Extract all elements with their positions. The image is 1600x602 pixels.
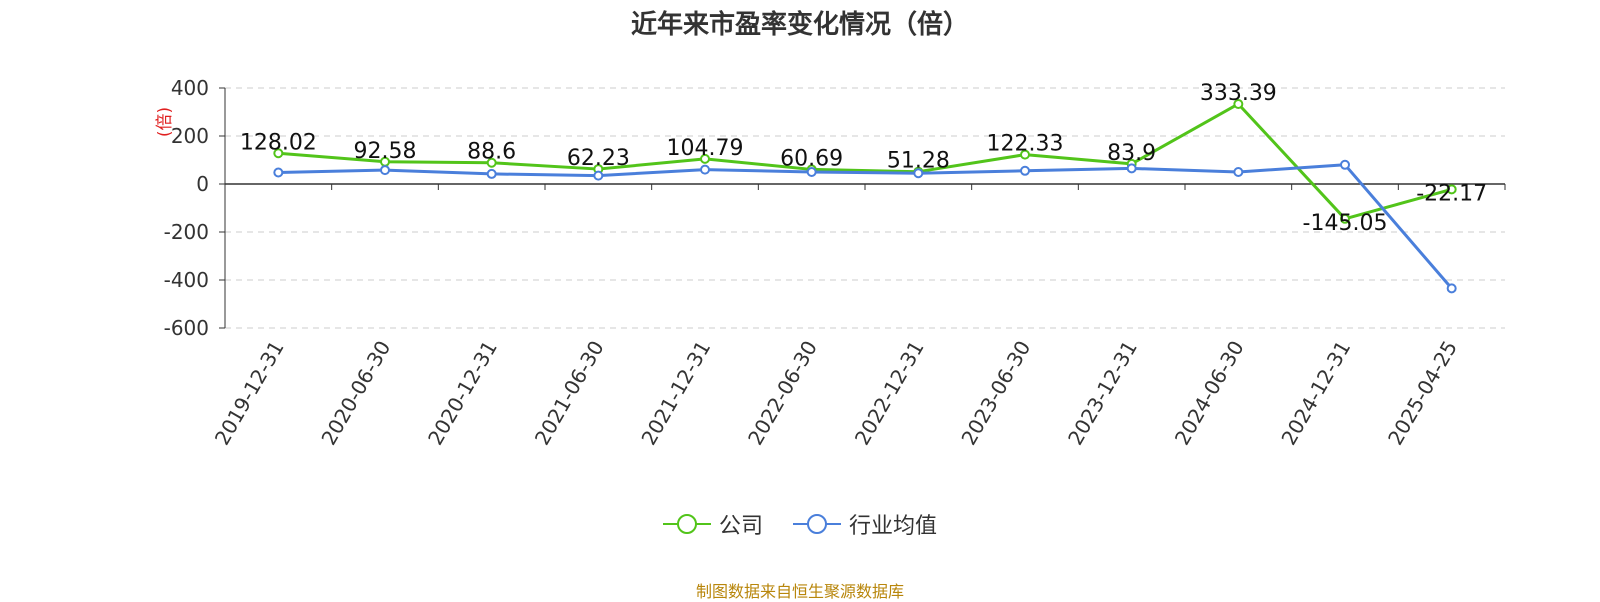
data-point-series-1[interactable] bbox=[700, 164, 710, 175]
x-tick-label: 2022-06-30 bbox=[743, 337, 822, 450]
data-label: -145.05 bbox=[1303, 211, 1388, 236]
data-point-series-0[interactable] bbox=[1020, 149, 1030, 160]
data-point-series-1[interactable] bbox=[1340, 159, 1350, 170]
data-point-series-0[interactable] bbox=[273, 148, 284, 159]
x-tick-label: 2021-06-30 bbox=[530, 337, 609, 450]
data-point-series-0[interactable] bbox=[1446, 184, 1457, 195]
data-label: 333.39 bbox=[1200, 81, 1277, 106]
data-point-series-1[interactable] bbox=[273, 167, 284, 178]
legend-label-company: 公司 bbox=[718, 514, 763, 539]
chart-title: 近年来市盈率变化情况（倍） bbox=[630, 10, 969, 40]
data-point-series-0[interactable] bbox=[700, 153, 710, 164]
data-label: 51.28 bbox=[887, 149, 950, 174]
data-point-series-1[interactable] bbox=[486, 168, 497, 179]
data-point-series-0[interactable] bbox=[1340, 213, 1350, 224]
x-tick-label: 2021-12-31 bbox=[636, 337, 715, 450]
grid-lines bbox=[225, 87, 1505, 329]
legend-item-industry-average[interactable]: 行业均值 bbox=[793, 508, 937, 540]
y-tick-label: 200 bbox=[171, 124, 209, 148]
data-label: 122.33 bbox=[987, 132, 1064, 157]
series-line-0 bbox=[278, 102, 1453, 221]
x-tick-label: 2023-06-30 bbox=[956, 337, 1035, 450]
data-point-series-1[interactable] bbox=[1020, 165, 1030, 176]
legend-item-company[interactable]: 公司 bbox=[662, 508, 763, 540]
x-tick-label: 2020-06-30 bbox=[316, 337, 395, 450]
data-label: 83.9 bbox=[1107, 141, 1156, 166]
x-tick-label: 2024-06-30 bbox=[1170, 337, 1249, 450]
series bbox=[273, 98, 1457, 294]
data-label: 92.58 bbox=[354, 139, 417, 164]
x-tick-label: 2024-12-31 bbox=[1276, 337, 1355, 450]
legend-label-industry-average: 行业均值 bbox=[849, 514, 938, 539]
y-tick-label: 400 bbox=[171, 76, 209, 100]
data-point-series-1[interactable] bbox=[913, 168, 924, 179]
y-tick-label: -400 bbox=[164, 268, 209, 292]
data-point-series-1[interactable] bbox=[1233, 167, 1244, 177]
y-axis-label: (倍) bbox=[155, 107, 175, 137]
data-label: -22.17 bbox=[1416, 181, 1487, 206]
x-tick-label: 2022-12-31 bbox=[850, 336, 929, 449]
y-tick-label: -600 bbox=[164, 316, 209, 340]
y-tick-label: -200 bbox=[164, 220, 209, 244]
data-point-series-1[interactable] bbox=[380, 165, 390, 176]
y-tick-label: 0 bbox=[196, 172, 209, 196]
data-label: 104.79 bbox=[667, 136, 744, 161]
data-point-series-1[interactable] bbox=[1446, 283, 1457, 294]
data-label: 60.69 bbox=[780, 146, 843, 171]
x-tick-label: 2025-04-25 bbox=[1383, 337, 1462, 450]
data-point-series-1[interactable] bbox=[806, 167, 817, 177]
series-line-1 bbox=[278, 163, 1453, 290]
x-tick-label: 2019-12-31 bbox=[210, 337, 289, 450]
data-label: 128.02 bbox=[240, 130, 317, 155]
legend-marker-industry-icon bbox=[793, 514, 841, 534]
x-tick-label: 2023-12-31 bbox=[1063, 337, 1142, 450]
data-labels: 128.02 92.58 88.6 62.23 104.79 60.69 51.28 122.… bbox=[240, 81, 1487, 236]
data-point-series-0[interactable] bbox=[486, 157, 497, 168]
data-point-series-0[interactable] bbox=[1233, 98, 1244, 109]
source-note: 制图数据来自恒生聚源数据库 bbox=[695, 582, 904, 601]
legend-marker-company-icon bbox=[662, 514, 711, 534]
data-point-series-1[interactable] bbox=[593, 170, 604, 181]
data-label: 88.6 bbox=[467, 140, 516, 165]
x-tick-label: 2020-12-31 bbox=[423, 336, 502, 449]
legend: 公司 行业均值 bbox=[0, 508, 1600, 540]
data-label: 62.23 bbox=[567, 146, 630, 171]
data-point-series-1[interactable] bbox=[1126, 163, 1137, 174]
